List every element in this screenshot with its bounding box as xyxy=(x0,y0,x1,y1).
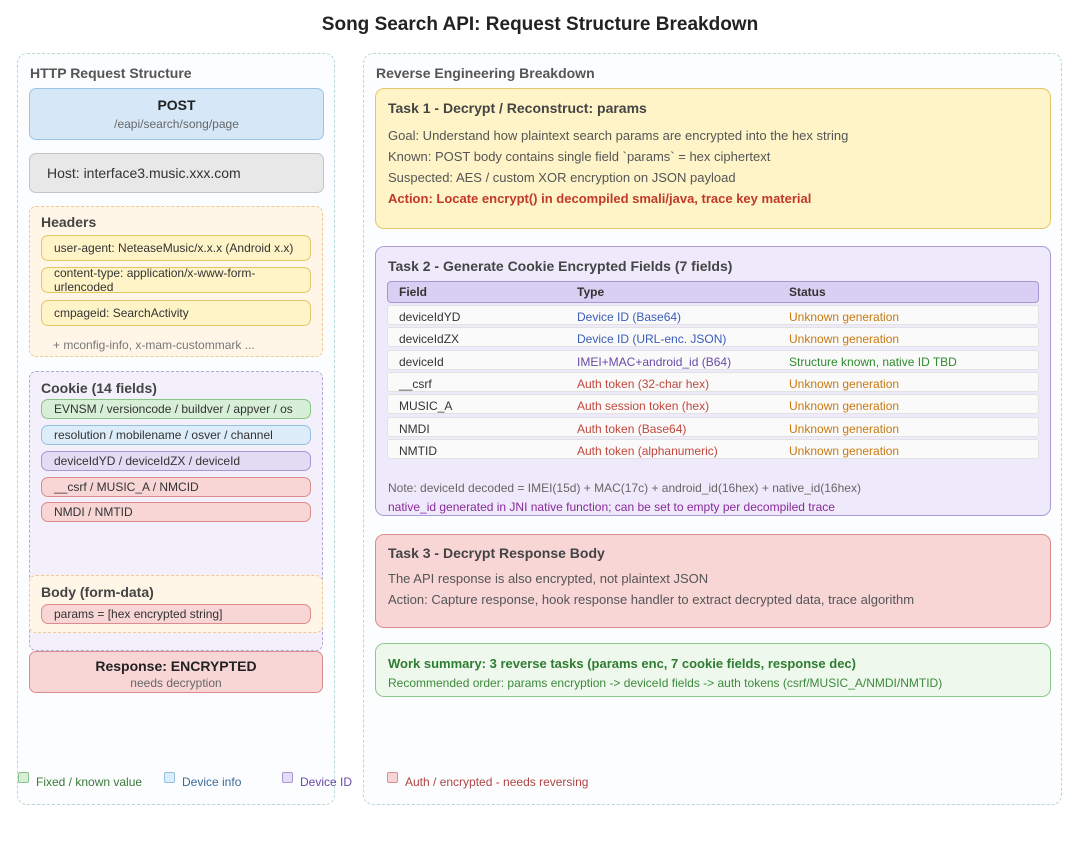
legend-label: Device info xyxy=(182,775,242,789)
legend-swatch xyxy=(282,772,293,783)
cell-field: NMTID xyxy=(399,443,437,458)
host-box: Host: interface3.music.xxx.com xyxy=(29,153,324,193)
column-type: Type xyxy=(577,285,605,299)
legend-swatch xyxy=(387,772,398,783)
table-row: __csrf Auth token (32-char hex) Unknown ge… xyxy=(387,371,1039,392)
cell-field: deviceIdZX xyxy=(399,332,460,347)
response-box: Response: ENCRYPTED needs decryption xyxy=(29,651,323,693)
task3-line: The API response is also encrypted, not … xyxy=(388,571,709,586)
legend-swatch xyxy=(164,772,175,783)
cell-status: Unknown generation xyxy=(789,376,900,391)
summary-order: Recommended order: params encryption -> … xyxy=(388,676,943,690)
cell-field: deviceIdYD xyxy=(399,310,461,324)
host-label: Host: interface3.music.xxx.com xyxy=(47,165,241,181)
cookie-item: deviceIdYD / deviceIdZX / deviceId xyxy=(41,451,311,471)
column-field: Field xyxy=(399,285,428,299)
cell-type: Device ID (URL-enc. JSON) xyxy=(577,332,727,347)
page-title: Song Search API: Request Structure Break… xyxy=(321,14,759,35)
table-row: NMDI Auth token (Base64) Unknown generatio… xyxy=(387,416,1039,437)
task3-box xyxy=(375,534,1051,628)
cell-status: Unknown generation xyxy=(789,332,900,347)
table-row: deviceIdZX Device ID (URL-enc. JSON) Unkno… xyxy=(387,327,1039,348)
task1-box xyxy=(375,88,1051,229)
task2-note: Note: deviceId decoded = IMEI(15d) + MAC… xyxy=(388,481,861,495)
task1-title: Task 1 - Decrypt / Reconstruct: params xyxy=(388,100,647,116)
response-title: Response: ENCRYPTED xyxy=(95,658,257,674)
header-item: user-agent: NeteaseMusic/x.x.x (Android … xyxy=(41,235,311,261)
body-param: params = [hex encrypted string] xyxy=(41,604,311,624)
task1-line: Known: POST body contains single field `… xyxy=(388,149,771,164)
summary-title: Work summary: 3 reverse tasks (params en… xyxy=(388,656,856,671)
cell-type: IMEI+MAC+android_id (B64) xyxy=(577,354,732,369)
task3-line: Action: Capture response, hook response … xyxy=(388,592,915,607)
headers-title: Headers xyxy=(41,214,97,230)
cell-type: Auth token (32-char hex) xyxy=(577,376,710,391)
http-request-panel-label: HTTP Request Structure xyxy=(30,65,192,81)
cell-field: deviceId xyxy=(399,354,444,369)
table-row: NMTID Auth token (alphanumeric) Unknown ge… xyxy=(387,438,1039,459)
cell-field: MUSIC_A xyxy=(399,399,453,414)
task1-action: Action: Locate encrypt() in decompiled s… xyxy=(388,191,812,206)
cell-type: Device ID (Base64) xyxy=(577,310,682,324)
column-status: Status xyxy=(789,285,826,299)
method-box: POST /eapi/search/song/page xyxy=(29,88,324,140)
method-label: POST xyxy=(157,97,196,113)
cell-field: NMDI xyxy=(399,421,430,436)
task1-line: Suspected: AES / custom XOR encryption o… xyxy=(388,170,736,185)
summary-box xyxy=(375,643,1051,697)
endpoint-path: /eapi/search/song/page xyxy=(114,117,239,131)
cell-status: Structure known, native ID TBD xyxy=(789,354,957,369)
cell-status: Unknown generation xyxy=(789,443,900,458)
table-row: MUSIC_A Auth session token (hex) Unknown g… xyxy=(387,394,1039,415)
task2-title: Task 2 - Generate Cookie Encrypted Field… xyxy=(388,258,733,274)
cell-type: Auth token (Base64) xyxy=(577,421,687,436)
cookie-item: NMDI / NMTID xyxy=(41,502,311,522)
legend-label: Auth / encrypted - needs reversing xyxy=(405,775,589,789)
task3-title: Task 3 - Decrypt Response Body xyxy=(388,545,605,561)
table-row: deviceIdYD Device ID (Base64) Unknown gene… xyxy=(387,305,1039,325)
cell-type: Auth session token (hex) xyxy=(577,399,710,414)
cookie-item: __csrf / MUSIC_A / NMCID xyxy=(41,477,311,497)
task1-line: Goal: Understand how plaintext search pa… xyxy=(388,128,849,143)
cookie-title: Cookie (14 fields) xyxy=(41,380,157,396)
legend-label: Device ID xyxy=(300,775,353,789)
task2-note: native_id generated in JNI native functi… xyxy=(388,500,835,514)
table-header: Field Type Status xyxy=(387,281,1039,303)
cell-type: Auth token (alphanumeric) xyxy=(577,443,718,458)
header-item: cmpageid: SearchActivity xyxy=(41,300,311,326)
cell-field: __csrf xyxy=(399,376,432,391)
cookie-item: EVNSM / versioncode / buildver / appver … xyxy=(41,399,311,419)
table-row: deviceId IMEI+MAC+android_id (B64) Structu… xyxy=(387,349,1039,370)
cell-status: Unknown generation xyxy=(789,310,900,324)
cell-status: Unknown generation xyxy=(789,399,900,414)
cell-status: Unknown generation xyxy=(789,421,900,436)
headers-more: + mconfig-info, x-mam-custommark ... xyxy=(53,338,255,352)
body-title: Body (form-data) xyxy=(41,584,154,600)
legend-label: Fixed / known value xyxy=(36,775,143,789)
response-subtitle: needs decryption xyxy=(130,676,222,690)
cookie-item: resolution / mobilename / osver / channe… xyxy=(41,425,311,445)
legend-swatch xyxy=(18,772,29,783)
header-item: content-type: application/x-www-form-url… xyxy=(41,266,311,294)
reverse-engineering-panel-label: Reverse Engineering Breakdown xyxy=(376,65,595,81)
